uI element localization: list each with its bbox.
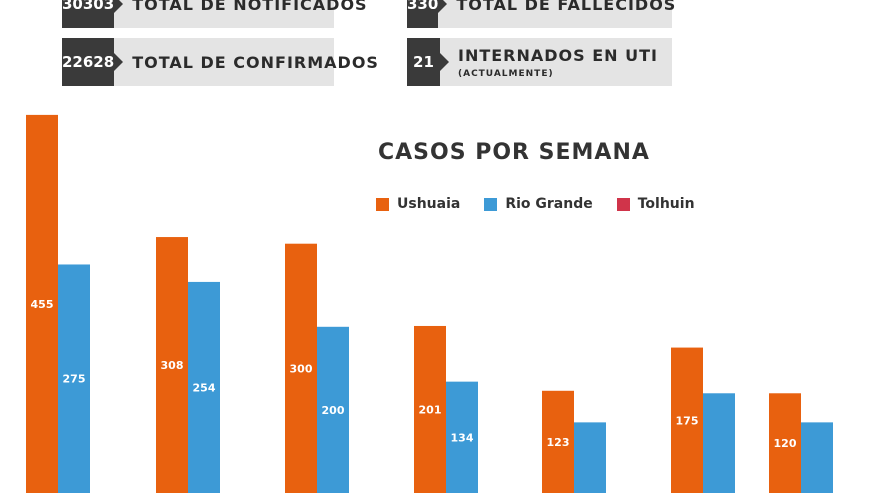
bar-ushuaia-0: [26, 114, 58, 493]
bar-label-rio-grande-1: 254: [193, 381, 216, 394]
legend-label-tolhuin: Tolhuin: [637, 196, 695, 212]
bar-label-rio-grande-2: 200: [322, 404, 345, 417]
bar-rio-grande-6: [801, 422, 833, 493]
stat-confirmados-value: 22628: [62, 38, 124, 86]
stat-fallecidos-label: TOTAL DE FALLECIDOS: [456, 0, 677, 14]
legend-label-ushuaia: Ushuaia: [397, 196, 461, 212]
bar-rio-grande-5: [703, 393, 735, 493]
bar-label-ushuaia-1: 308: [161, 359, 184, 372]
bar-label-ushuaia-3: 201: [419, 403, 442, 416]
stat-notificados: 30303 TOTAL DE NOTIFICADOS: [62, 0, 367, 28]
stat-uti-label: INTERNADOS EN UTI: [457, 45, 658, 65]
bar-ushuaia-1: [156, 237, 188, 493]
bar-label-rio-grande-0: 275: [63, 373, 86, 386]
stat-uti-value: 21: [407, 38, 449, 86]
legend-swatch-ushuaia: [376, 197, 389, 211]
stat-fallecidos: 330 TOTAL DE FALLECIDOS: [407, 0, 675, 28]
legend-item-ushuaia: Ushuaia: [376, 196, 460, 212]
stat-confirmados: 22628 TOTAL DE CONFIRMADOS: [62, 38, 378, 86]
stat-notificados-value: 30303: [62, 0, 124, 28]
stat-uti: 21 INTERNADOS EN UTI (ACTUALMENTE): [407, 38, 672, 86]
bar-label-rio-grande-3: 134: [451, 431, 474, 444]
bar-label-ushuaia-4: 123: [547, 436, 570, 449]
stat-fallecidos-value: 330: [407, 0, 448, 28]
bar-label-ushuaia-0: 455: [31, 298, 54, 311]
bar-ushuaia-2: [285, 243, 317, 493]
legend-swatch-rio-grande: [484, 197, 498, 211]
stat-notificados-label: TOTAL DE NOTIFICADOS: [132, 0, 368, 14]
bar-label-ushuaia-5: 175: [676, 414, 699, 427]
bar-label-ushuaia-2: 300: [290, 362, 313, 375]
legend-swatch-tolhuin: [616, 197, 630, 211]
chart-title: CASOS POR SEMANA: [378, 140, 650, 165]
chart-legend: Ushuaia Rio Grande Tolhuin: [376, 196, 695, 212]
bar-label-ushuaia-6: 120: [774, 437, 797, 450]
bar-ushuaia-5: [671, 347, 703, 493]
stat-uti-sublabel: (ACTUALMENTE): [457, 68, 554, 79]
bar-rio-grande-2: [317, 326, 349, 493]
bar-rio-grande-1: [188, 281, 220, 493]
legend-label-rio-grande: Rio Grande: [505, 196, 593, 212]
bar-ushuaia-3: [414, 325, 446, 493]
bar-ushuaia-6: [769, 393, 801, 493]
bar-rio-grande-4: [574, 422, 606, 493]
legend-item-tolhuin: Tolhuin: [616, 196, 695, 212]
bar-rio-grande-0: [58, 264, 90, 493]
legend-item-rio-grande: Rio Grande: [484, 196, 593, 212]
stat-confirmados-label: TOTAL DE CONFIRMADOS: [132, 52, 379, 72]
bar-rio-grande-3: [446, 381, 478, 493]
bar-ushuaia-4: [542, 390, 574, 493]
